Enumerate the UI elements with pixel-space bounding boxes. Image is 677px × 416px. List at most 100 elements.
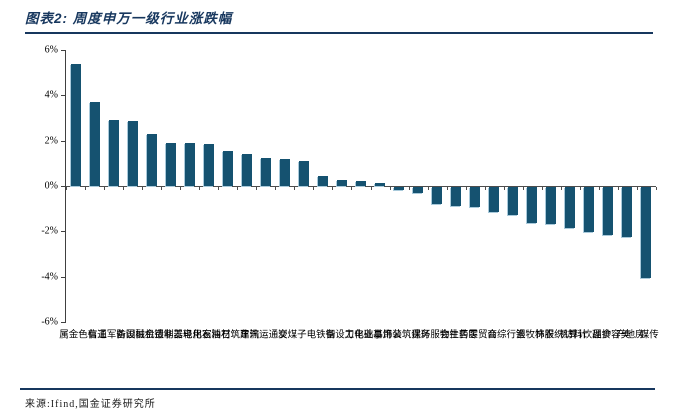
bar — [127, 121, 138, 186]
x-category-label: 美容护理 — [589, 329, 629, 341]
x-category-label: 计算机 — [556, 329, 586, 341]
x-category-label: 非银金融 — [133, 329, 172, 341]
bar — [584, 187, 595, 233]
x-category-label: 国防军工 — [95, 329, 134, 341]
y-tick-label: 4% — [44, 89, 58, 101]
x-axis-tick — [560, 187, 562, 190]
bar — [70, 63, 81, 186]
x-category-label: 传媒 — [637, 329, 657, 341]
x-category-label: 商贸零售 — [456, 329, 496, 341]
x-axis-tick — [656, 187, 657, 190]
bar — [298, 161, 309, 186]
x-axis-tick — [237, 187, 239, 190]
x-axis-tick — [294, 187, 296, 190]
bar — [622, 187, 633, 237]
x-category-label: 通信 — [85, 329, 106, 341]
x-category-label: 石油石化 — [190, 329, 229, 341]
bar — [470, 187, 481, 208]
bar — [413, 187, 424, 193]
x-category-label: 有色金属 — [57, 329, 96, 341]
x-category-label: 银行 — [504, 329, 524, 341]
x-axis-tick — [408, 187, 410, 190]
x-axis-tick — [66, 187, 67, 190]
x-axis-tick — [522, 187, 524, 190]
bar — [89, 102, 100, 186]
x-axis-tick — [199, 187, 201, 190]
x-axis-tick — [484, 187, 486, 190]
x-category-label: 机械设备 — [114, 329, 153, 341]
x-category-label: 社会服务 — [418, 329, 458, 341]
x-category-label: 基础化工 — [342, 329, 382, 341]
x-axis-tick — [104, 187, 106, 190]
y-tick-label: 2% — [44, 135, 58, 147]
x-category-label: 家用电器 — [171, 329, 210, 341]
bar — [279, 158, 290, 186]
x-category-label: 电力设备 — [323, 329, 362, 341]
y-axis-tick — [61, 95, 66, 97]
footer-divider — [20, 388, 655, 390]
x-axis-tick — [313, 187, 315, 190]
x-category-label: 轻工制造 — [152, 329, 191, 341]
y-axis-tick — [61, 186, 66, 187]
bar — [489, 187, 500, 212]
bar — [260, 157, 271, 186]
y-tick-label: 0% — [44, 180, 58, 192]
title-divider — [25, 32, 653, 34]
x-axis-tick — [218, 187, 220, 190]
x-axis-tick — [180, 187, 182, 190]
x-category-label: 建筑装饰 — [380, 329, 420, 341]
x-category-label: 医药生物 — [437, 329, 477, 341]
x-category-label: 交通运输 — [247, 329, 286, 341]
y-tick-label: -6% — [41, 316, 58, 328]
x-axis-tick — [332, 187, 334, 190]
x-axis-tick — [503, 187, 505, 190]
x-category-label: 煤炭 — [275, 329, 296, 341]
bar — [451, 187, 462, 207]
x-category-label: 公用事业 — [361, 329, 401, 341]
y-axis-tick — [61, 50, 66, 51]
bar — [641, 187, 652, 278]
y-tick-label: -2% — [41, 225, 58, 237]
x-axis-tick — [85, 187, 87, 190]
x-axis-tick — [427, 187, 429, 190]
x-axis-tick — [123, 187, 125, 190]
bar — [146, 133, 157, 186]
x-category-label: 建筑材料 — [209, 329, 248, 341]
bar — [317, 175, 328, 186]
x-category-label: 钢铁 — [313, 329, 334, 341]
x-category-label: 环保 — [409, 329, 429, 341]
x-axis-tick — [142, 187, 144, 190]
bar — [336, 180, 347, 186]
zero-axis-line — [66, 186, 656, 187]
x-axis-tick — [370, 187, 372, 190]
y-tick-label: 6% — [44, 44, 58, 56]
source-note: 来源:Ifind,国金证券研究所 — [25, 399, 156, 410]
x-axis-tick — [579, 187, 581, 190]
plot-area: 6% 4% 2% 0% -2% -4% -6% 有色金属 通信 国防军工 机械设备 非银金融 轻工制造家… — [41, 45, 657, 341]
x-category-label: 电子 — [294, 329, 315, 341]
y-axis-tick — [61, 140, 66, 142]
y-axis-tick — [61, 231, 66, 233]
x-axis-tick — [351, 187, 353, 190]
x-category-label: 房地产 — [613, 329, 643, 341]
bar — [546, 187, 557, 225]
bar — [222, 150, 233, 186]
x-axis-tick — [256, 187, 258, 190]
x-category-label: 农林牧渔 — [513, 329, 553, 341]
y-axis-tick — [61, 276, 66, 278]
chart-title: 图表2: 周度申万一级行业涨跌幅 — [25, 11, 233, 26]
x-axis-tick — [465, 187, 467, 190]
x-axis-tick — [617, 187, 619, 190]
bar — [508, 187, 519, 216]
bar — [565, 187, 576, 228]
x-axis-tick — [161, 187, 163, 190]
x-category-label: 纺织服饰 — [532, 329, 572, 341]
bar — [527, 187, 538, 224]
bar — [165, 142, 176, 186]
bar — [203, 144, 214, 186]
bar — [241, 154, 252, 186]
y-axis-tick — [61, 322, 66, 323]
x-category-label: 食品饮料 — [570, 329, 610, 341]
x-axis-tick — [636, 187, 638, 190]
